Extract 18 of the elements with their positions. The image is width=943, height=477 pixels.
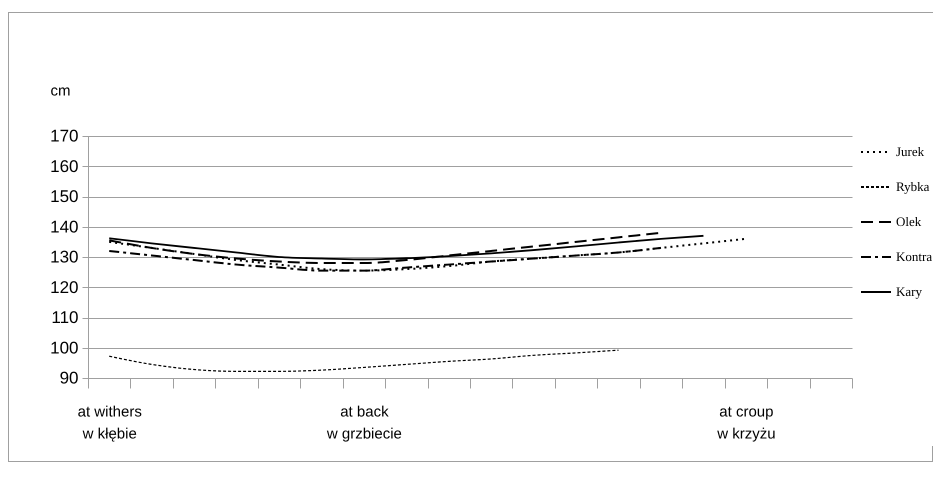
y-tick-label: 110 [51, 308, 78, 327]
y-tick-label: 130 [50, 248, 78, 266]
y-tick-label: 90 [60, 368, 78, 388]
legend-label: Jurek [896, 144, 925, 159]
legend-label: Kary [896, 284, 922, 299]
x-tick-label: at withers w kłębie [78, 404, 142, 442]
legend-label: Rybka [896, 179, 930, 194]
y-tick-label: 100 [50, 338, 78, 358]
y-tick-label: 120 [50, 278, 78, 297]
x-tick-label: at back w grzbiecie [326, 404, 402, 442]
x-tick-label: at croup w krzyżu [716, 404, 776, 442]
y-tick-label: 160 [50, 156, 78, 176]
y-tick-label: 140 [50, 217, 78, 236]
legend-label: Olek [896, 214, 922, 229]
y-tick-label: 170 [50, 126, 78, 146]
y-tick-label: 150 [50, 187, 78, 206]
legend-label: Kontra [896, 249, 932, 264]
y-axis-title: cm [50, 82, 70, 100]
